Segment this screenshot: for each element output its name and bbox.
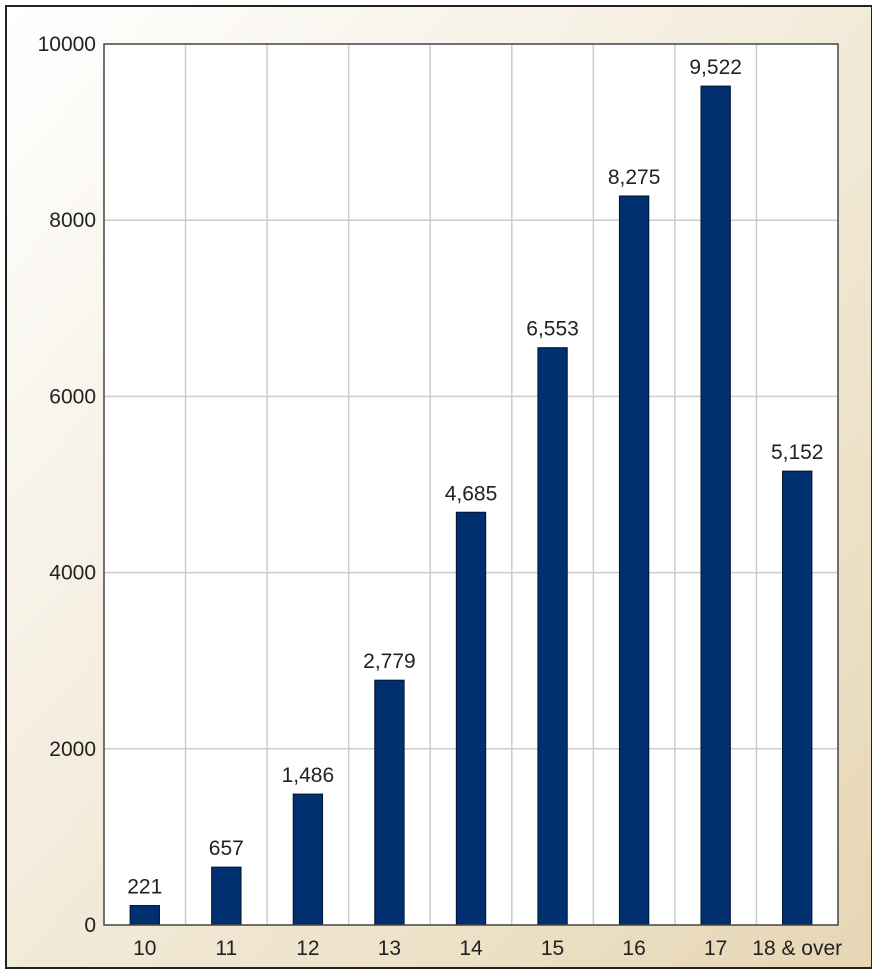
y-tick-label: 8000	[49, 209, 96, 232]
y-tick-label: 0	[84, 914, 96, 937]
x-tick-label: 17	[704, 937, 727, 960]
data-label: 657	[209, 837, 244, 860]
x-tick-label: 14	[459, 937, 483, 960]
x-axis-ticks: 10 11 12 13 14 15 16 17 18 & over	[133, 937, 842, 960]
data-label: 9,522	[689, 56, 742, 79]
bar	[537, 347, 568, 926]
data-label: 1,486	[282, 764, 335, 787]
bar	[374, 679, 405, 926]
bar	[455, 511, 487, 926]
data-label: 5,152	[771, 441, 824, 464]
data-label: 4,685	[445, 482, 498, 505]
y-tick-label: 10000	[38, 33, 96, 56]
bar	[292, 793, 324, 926]
y-tick-label: 2000	[49, 738, 96, 761]
y-tick-label: 6000	[49, 385, 96, 408]
y-axis-ticks: 0 2000 4000 6000 8000 10000	[38, 33, 96, 937]
gridlines	[104, 44, 838, 925]
bar	[129, 905, 160, 926]
x-tick-label: 15	[541, 937, 564, 960]
bar-chart: 221 657 1,486 2,779 4,685 6,553 8,275 9,522 5,15…	[7, 7, 871, 967]
data-label: 221	[127, 876, 162, 899]
data-label: 8,275	[608, 166, 661, 189]
data-label: 2,779	[363, 650, 416, 673]
bars	[129, 85, 813, 926]
bar	[211, 866, 242, 926]
plot-border	[103, 43, 839, 926]
data-label: 6,553	[526, 318, 579, 341]
bar	[700, 85, 731, 926]
y-tick-label: 4000	[49, 562, 96, 585]
x-tick-label: 18 & over	[752, 937, 842, 960]
bar	[618, 195, 650, 926]
x-tick-label: 16	[622, 937, 645, 960]
bar	[782, 470, 813, 926]
chart-frame: 221 657 1,486 2,779 4,685 6,553 8,275 9,522 5,15…	[5, 5, 872, 969]
x-tick-label: 13	[378, 937, 401, 960]
x-tick-label: 12	[296, 937, 319, 960]
x-tick-label: 11	[215, 937, 237, 960]
x-tick-label: 10	[133, 937, 156, 960]
data-labels: 221 657 1,486 2,779 4,685 6,553 8,275 9,522 5,15…	[127, 56, 823, 898]
